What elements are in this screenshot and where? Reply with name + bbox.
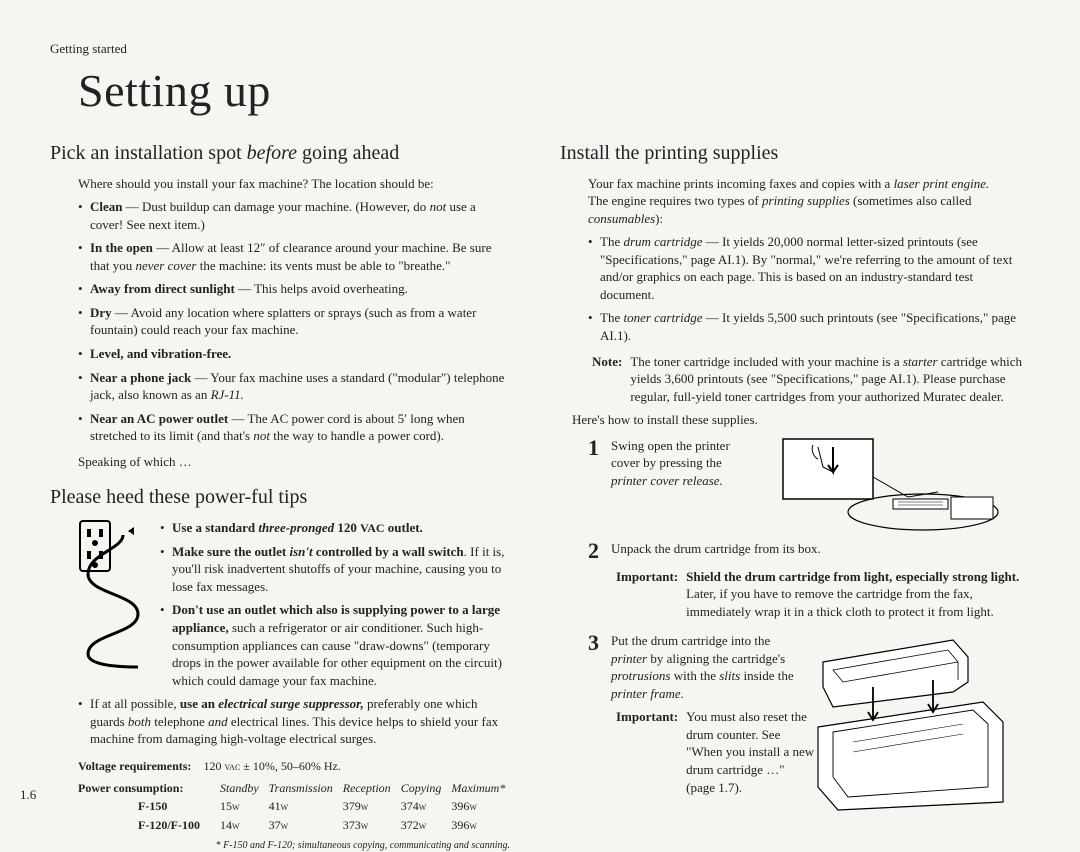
step-3-figure [803,632,1013,812]
page-number: 1.6 [20,786,36,804]
breadcrumb: Getting started [50,40,1030,58]
installation-bullet: In the open — Allow at least 12″ of clea… [78,239,510,274]
installation-bullet: Clean — Dust buildup can damage your mac… [78,198,510,233]
installation-bullet: Near an AC power outlet — The AC power c… [78,410,510,445]
installation-bullet: Near a phone jack — Your fax machine use… [78,369,510,404]
installation-bullet: Dry — Avoid any location where splatters… [78,304,510,339]
supplies-intro: Your fax machine prints incoming faxes a… [588,175,1002,228]
voltage-row: Voltage requirements: 120 vac ± 10%, 50–… [78,758,520,775]
page-title: Setting up [78,60,1030,122]
step-1-figure [773,437,1003,532]
left-column: Pick an installation spot before going a… [50,140,520,852]
step-1-number: 1 [588,437,599,532]
content-columns: Pick an installation spot before going a… [50,140,1030,852]
power-heading: Please heed these power-ful tips [50,484,520,511]
supplies-bullet: The drum cartridge — It yields 20,000 no… [588,233,1020,303]
power-section: Please heed these power-ful tips [50,484,520,852]
step-2-number: 2 [588,540,599,562]
step-2: 2 Unpack the drum cartridge from its box… [588,540,1030,562]
power-bullet: Use a standard three-pronged 120 VAC out… [160,519,520,537]
installation-heading: Pick an installation spot before going a… [50,140,520,167]
note-text: The toner cartridge included with your m… [630,353,1030,406]
step-3-important: Important: You must also reset the drum … [616,708,816,796]
installation-intro: Where should you install your fax machin… [78,175,492,193]
step-3-number: 3 [588,632,599,812]
header: Getting started Setting up [50,40,1030,122]
step-1: 1 Swing open the printer cover by pressi… [588,437,1030,532]
right-column: Install the printing supplies Your fax m… [560,140,1030,852]
heres-how: Here's how to install these supplies. [572,411,1030,429]
step-2-text: Unpack the drum cartridge from its box. [611,540,1030,562]
installation-bullet: Away from direct sunlight — This helps a… [78,280,510,298]
voltage-value: 120 vac ± 10%, 50–60% Hz. [203,759,340,773]
step-2-important: Important: Shield the drum cartridge fro… [616,568,1030,621]
table-footnote: * F-150 and F-120; simultaneous copying,… [50,839,510,852]
power-bullets: Use a standard three-pronged 120 VAC out… [160,519,520,695]
step-3-important-text: You must also reset the drum counter. Se… [686,708,816,796]
supplies-bullets: The drum cartridge — It yields 20,000 no… [588,233,1020,344]
speaking-text: Speaking of which … [78,453,492,471]
power-bullet: Don't use an outlet which also is supply… [160,601,520,689]
note-row: Note: The toner cartridge included with … [592,353,1030,406]
step-1-text: Swing open the printer cover by pressing… [611,437,761,532]
power-footer: If at all possible, use an electrical su… [78,695,510,748]
outlet-icon [78,519,148,695]
step-2-important-text: Shield the drum cartridge from light, es… [686,568,1030,621]
installation-bullet: Level, and vibration-free. [78,345,510,363]
supplies-heading: Install the printing supplies [560,140,1030,167]
supplies-bullet: The toner cartridge — It yields 5,500 su… [588,309,1020,344]
installation-bullets: Clean — Dust buildup can damage your mac… [78,198,510,445]
power-consumption-table: Power consumption:StandbyTransmissionRec… [78,779,515,835]
power-bullet: Make sure the outlet isn't controlled by… [160,543,520,596]
